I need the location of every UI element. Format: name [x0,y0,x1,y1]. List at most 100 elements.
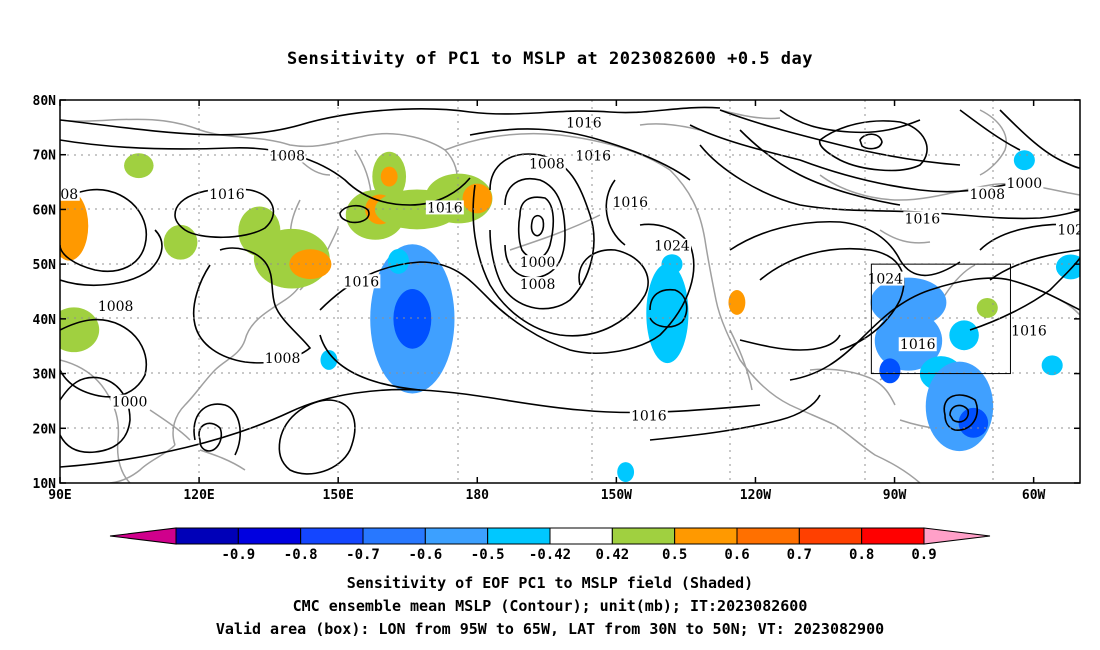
map-frame [59,99,1081,484]
colorbar-swatch [237,527,302,545]
contour-label: 1008 [265,351,301,367]
colorbar: -0.9 -0.8 -0.7 -0.6 -0.5 -0.42 0.42 0.5 0.6 0.7 0.… [109,527,991,563]
lon-label: 150W [601,488,632,503]
contour-label-bg [564,115,603,130]
lat-label: 50N [33,258,57,273]
colorbar-label: 0.5 [662,547,687,563]
shaded-area [646,263,689,364]
contour-label: 1008 [269,148,305,164]
contour-label: 1000 [112,395,148,411]
lon-label: 120W [740,488,771,503]
contour-label: 1000 [1007,176,1043,192]
shaded-area [380,166,398,187]
contour-label-bg [1010,323,1048,338]
colorbar-swatch [362,527,426,545]
shaded-area [289,249,332,280]
shaded-area [124,153,154,179]
colorbar-swatch [611,527,676,545]
colorbar-label: 0.7 [787,547,812,563]
contour-label: 1008 [529,157,565,173]
colorbar-label: 0.9 [911,547,936,563]
colorbar-label: -0.6 [408,547,442,563]
contour-label: 1016 [575,148,611,164]
contour-label: 1016 [631,408,667,424]
contour-label-bg [1055,222,1080,237]
contour-label: 1016 [344,274,380,290]
colorbar-label: 0.6 [724,547,749,563]
colorbar-swatch [736,527,800,545]
lat-label: 80N [33,94,57,109]
lat-label: 40N [33,313,57,328]
shaded-area [163,224,198,260]
colorbar-swatch [300,527,364,545]
lat-label: 60N [33,203,57,218]
colorbar-swatch [175,527,239,545]
shaded-area [60,191,89,261]
contour-label-bg [96,298,135,313]
contour-label: 1016 [209,187,245,203]
lat-label: 10N [33,477,57,492]
contour-label: 1016 [612,195,648,211]
lat-label: 20N [33,422,57,437]
contour-label-bg [268,148,307,163]
contour-label: 1024 [867,272,903,288]
colorbar-label: -0.9 [221,547,255,563]
shaded-area [728,290,746,315]
lon-label: 180 [466,488,490,503]
caption-contour: CMC ensemble mean MSLP (Contour); unit(m… [292,597,808,615]
contour-label-bg [342,274,381,289]
contour-label-bg [968,186,1007,201]
colorbar-swatch [798,527,863,545]
contour-label-bg [110,394,149,409]
contour-label-bg [653,238,691,253]
lat-label: 30N [33,368,57,383]
colorbar-label: -0.8 [284,547,318,563]
shaded-area [661,254,683,275]
contour-label-bg [60,186,80,201]
contour-label-bg [898,337,937,352]
colorbar-swatch [424,527,489,545]
contour-label-bg [866,271,905,286]
shaded-area [320,349,338,370]
contour-label-bg [425,200,464,215]
contour-label: 08 [60,187,78,203]
contour-label: 1016 [566,116,602,132]
shaded-area [925,361,994,452]
contour-label: 1016 [427,200,463,216]
contour-label-bg [611,194,650,209]
shaded-area [462,183,493,214]
contour-label: 1016 [905,211,941,227]
shaded-area [387,248,409,274]
colorbar-label: 0.8 [849,547,874,563]
lon-label: 120E [183,488,214,503]
colorbar-label: -0.7 [346,547,380,563]
shaded-area [1055,254,1080,280]
contour-label-bg [1005,175,1044,190]
map-axes: 90E 120E 150E 180 150W 120W 90W 60W 80N 70N 60N 50N… [33,94,1080,503]
contour-label: 1000 [520,255,556,271]
contour-label: 1008 [520,277,556,293]
colorbar-label: -0.5 [471,547,505,563]
contour-label-bg [263,350,302,365]
contour-label: 1008 [98,299,134,315]
contour-label: 1024 [654,239,690,255]
contour-label: 1008 [969,187,1005,203]
lon-label: 90W [883,488,907,503]
valid-area-box [870,263,1011,375]
colorbar-swatch [549,527,613,545]
gridlines [60,100,1080,483]
lon-label: 90E [48,488,71,503]
contour-label-bg [629,408,668,423]
shaded-area [1013,150,1035,171]
contour-label-bg [207,186,246,201]
contour-label-bg [518,277,557,292]
contour-label-bg [527,156,566,171]
caption-shaded: Sensitivity of EOF PC1 to MSLP field (Sh… [346,574,754,592]
shaded-area [879,358,901,384]
shaded-area [1041,355,1063,376]
shaded-area [60,307,100,353]
contour-label: 1016 [1011,324,1047,340]
colorbar-swatch [861,527,925,545]
lon-label: 150E [323,488,354,503]
